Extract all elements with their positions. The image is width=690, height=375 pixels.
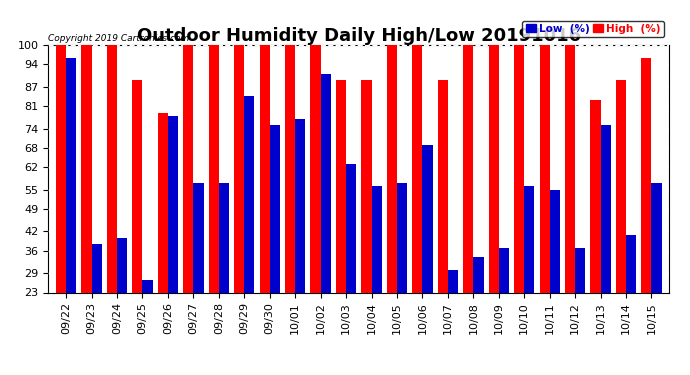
Bar	[107, 45, 117, 292]
Legend: Low  (%), High  (%): Low (%), High (%)	[522, 21, 664, 37]
Bar	[234, 45, 244, 292]
Bar	[387, 45, 397, 292]
Bar	[540, 45, 550, 292]
Bar	[448, 270, 458, 292]
Bar	[270, 125, 280, 292]
Bar	[422, 145, 433, 292]
Bar	[158, 112, 168, 292]
Bar	[575, 248, 585, 292]
Bar	[193, 183, 204, 292]
Bar	[310, 45, 321, 292]
Bar	[397, 183, 407, 292]
Bar	[371, 186, 382, 292]
Bar	[514, 45, 524, 292]
Bar	[499, 248, 509, 292]
Bar	[81, 45, 92, 292]
Bar	[285, 45, 295, 292]
Bar	[346, 164, 356, 292]
Bar	[183, 45, 193, 292]
Bar	[219, 183, 229, 292]
Bar	[641, 58, 651, 292]
Title: Outdoor Humidity Daily High/Low 20191016: Outdoor Humidity Daily High/Low 20191016	[137, 27, 581, 45]
Bar	[600, 125, 611, 292]
Bar	[168, 116, 178, 292]
Bar	[92, 244, 101, 292]
Bar	[591, 100, 600, 292]
Bar	[651, 183, 662, 292]
Bar	[66, 58, 77, 292]
Bar	[259, 45, 270, 292]
Bar	[473, 257, 484, 292]
Bar	[626, 235, 636, 292]
Bar	[295, 119, 306, 292]
Bar	[117, 238, 127, 292]
Bar	[550, 190, 560, 292]
Bar	[142, 280, 152, 292]
Text: Copyright 2019 Cartronics.com: Copyright 2019 Cartronics.com	[48, 33, 190, 42]
Bar	[321, 74, 331, 292]
Bar	[565, 45, 575, 292]
Bar	[437, 80, 448, 292]
Bar	[463, 45, 473, 292]
Bar	[616, 80, 626, 292]
Bar	[412, 45, 422, 292]
Bar	[132, 80, 142, 292]
Bar	[56, 45, 66, 292]
Bar	[244, 96, 255, 292]
Bar	[362, 80, 371, 292]
Bar	[489, 45, 499, 292]
Bar	[524, 186, 535, 292]
Bar	[208, 45, 219, 292]
Bar	[336, 80, 346, 292]
